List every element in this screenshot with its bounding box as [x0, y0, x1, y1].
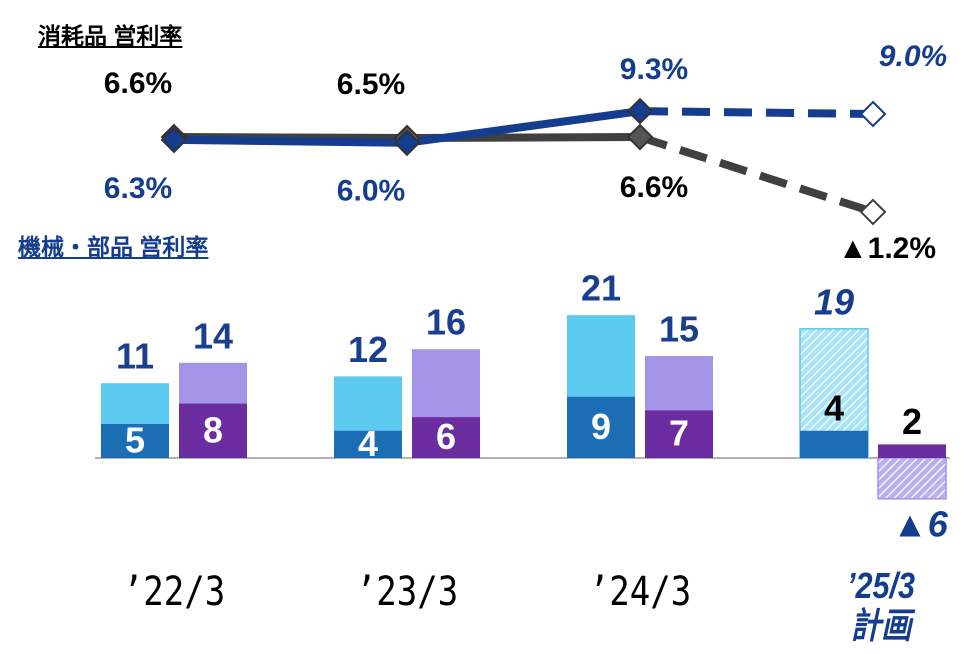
inner-bar	[412, 417, 480, 458]
point	[859, 100, 887, 128]
bar	[877, 457, 947, 500]
point-label: 6.3%	[104, 172, 172, 205]
inner-bar	[800, 430, 868, 458]
line-title: 機械・部品 営利率	[18, 234, 209, 260]
inner-bar-label: 2	[902, 401, 922, 442]
inner-bar	[645, 410, 713, 458]
x-tick-label: ’22/3	[122, 569, 226, 615]
bar-label: 21	[581, 268, 621, 309]
inner-bar-label: 5	[125, 420, 145, 461]
bar-label: 16	[426, 302, 466, 343]
bar-label: 12	[348, 329, 388, 370]
x-tick-label: ’23/3	[355, 569, 459, 615]
point-label: 6.0%	[337, 175, 405, 208]
inner-bar-label: 4	[358, 423, 378, 464]
point-label: 6.6%	[620, 171, 688, 204]
x-tick-label: ’24/3	[588, 569, 692, 615]
forecast-line	[639, 107, 874, 118]
point	[859, 198, 887, 226]
point	[626, 123, 654, 151]
inner-bar	[334, 430, 402, 458]
inner-bar	[101, 424, 169, 458]
point-label: 6.5%	[337, 68, 405, 101]
inner-bar-label: 6	[436, 416, 456, 457]
inner-bar-label: 9	[591, 406, 611, 447]
point	[393, 129, 421, 157]
inner-bar-label: 4	[824, 387, 844, 428]
point-label: 9.0%	[879, 40, 947, 73]
bar-label: 19	[814, 281, 854, 322]
line-title: 消耗品 営利率	[38, 23, 183, 49]
inner-bar	[878, 444, 946, 458]
bar-label: 14	[193, 315, 233, 356]
point-label: 9.3%	[620, 53, 688, 86]
point-label: 6.6%	[104, 67, 172, 100]
inner-bar	[179, 403, 247, 458]
inner-bar	[567, 396, 635, 458]
inner-bar-label: 7	[669, 413, 689, 454]
bar-label: 11	[116, 336, 154, 377]
point	[160, 126, 188, 154]
point-label: ▲1.2%	[838, 232, 936, 265]
inner-bar-label: 8	[203, 409, 223, 450]
x-tick-label: ’25/3 計画	[846, 565, 916, 646]
point	[626, 97, 654, 125]
bar-label: ▲6	[892, 503, 949, 544]
bar-label: 15	[659, 309, 699, 350]
